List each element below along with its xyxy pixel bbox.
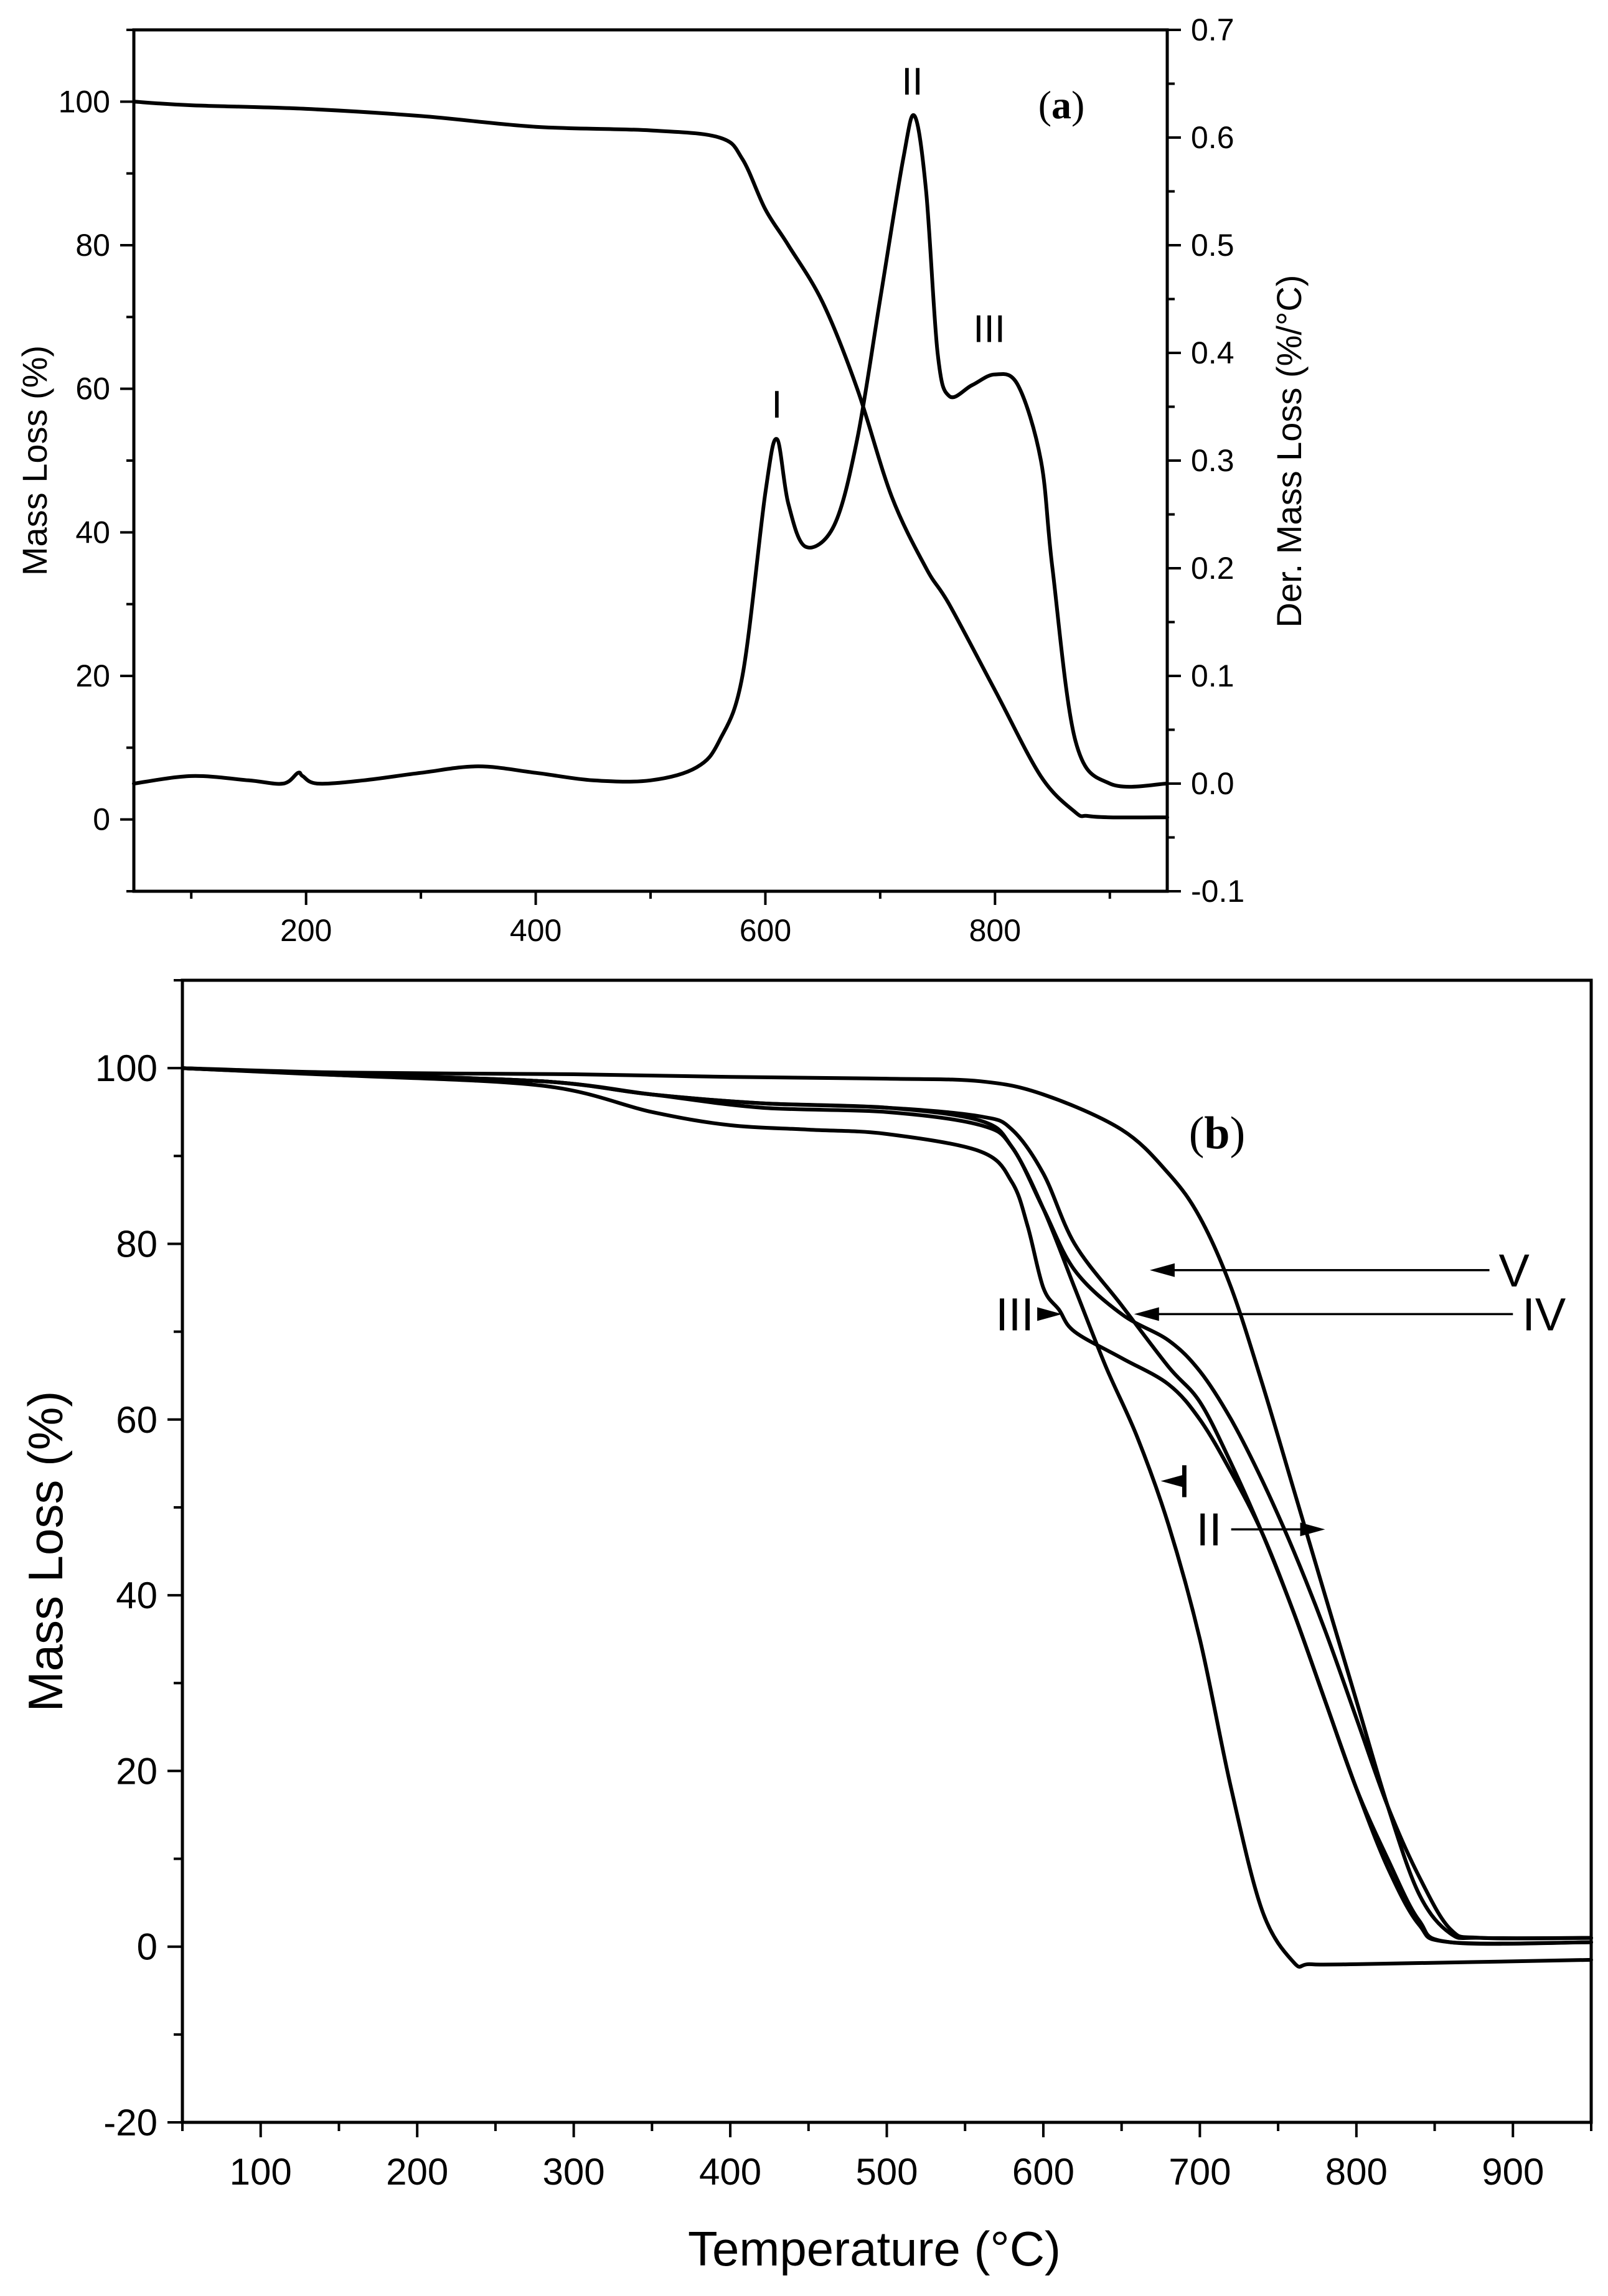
series-callout-II: II xyxy=(1197,1504,1222,1555)
x-tick-label: 500 xyxy=(855,2151,918,2193)
callout-arrow-head xyxy=(1149,1263,1175,1277)
callout-arrow-head xyxy=(1037,1307,1063,1321)
x-tick-label: 900 xyxy=(1482,2151,1544,2193)
x-tick-label: 200 xyxy=(280,913,332,948)
y-tick-label: 100 xyxy=(95,1047,158,1089)
y-axis-title: Mass Loss (%) xyxy=(18,1391,73,1712)
y-tick-label: -20 xyxy=(103,2102,158,2144)
series-line-v xyxy=(181,1066,1593,1941)
callout-arrow-head xyxy=(1134,1307,1159,1321)
series-callout-V: V xyxy=(1499,1245,1530,1296)
series-line-i xyxy=(181,1066,1593,1969)
x-tick-label: 300 xyxy=(543,2151,605,2193)
y2-axis-title: Der. Mass Loss (%/°C) xyxy=(1269,275,1309,628)
series-line-ii xyxy=(181,1066,1593,1946)
y2-tick-label: 0.1 xyxy=(1191,658,1234,693)
y2-tick-label: 0.0 xyxy=(1191,766,1234,801)
callout-arrow-head xyxy=(1300,1522,1325,1537)
peak-label-III: III xyxy=(973,308,1005,351)
series-line-mass-loss xyxy=(132,100,1169,820)
y-tick-label: 40 xyxy=(75,515,110,550)
y2-tick-label: 0.5 xyxy=(1191,228,1234,263)
x-tick-label: 800 xyxy=(1325,2151,1388,2193)
peak-label-II: II xyxy=(901,60,923,103)
series-line-iii xyxy=(181,1066,1593,1946)
y2-tick-label: 0.4 xyxy=(1191,335,1234,370)
plot-frame xyxy=(132,28,1169,893)
callout-arrow-head xyxy=(1160,1474,1186,1488)
y-axis-title: Mass Loss (%) xyxy=(15,345,54,576)
x-tick-label: 400 xyxy=(699,2151,761,2193)
series-callout-IV: IV xyxy=(1522,1288,1566,1340)
panel-a-chart: 200 400 600 800 0 20 40 60 80 100 -0.1 0.0 0.1 0.2 0.3… xyxy=(15,12,1309,948)
panel-label: (b) xyxy=(1189,1108,1245,1159)
x-tick-label: 800 xyxy=(969,913,1021,948)
y-tick-label: 60 xyxy=(75,372,110,406)
x-tick-label: 100 xyxy=(230,2151,292,2193)
x-tick-label: 700 xyxy=(1168,2151,1231,2193)
series-callout-III: III xyxy=(995,1288,1034,1340)
y-tick-label: 20 xyxy=(75,658,110,693)
y-tick-label: 80 xyxy=(75,228,110,263)
series-line-der-mass-loss xyxy=(132,113,1169,789)
series-line-iv xyxy=(181,1066,1593,1941)
y2-tick-label: 0.3 xyxy=(1191,443,1234,478)
x-tick-label: 200 xyxy=(386,2151,448,2193)
x-tick-label: 400 xyxy=(510,913,562,948)
peak-label-I: I xyxy=(771,383,782,426)
y2-tick-label: 0.7 xyxy=(1191,12,1234,47)
x-tick-label: 600 xyxy=(1012,2151,1074,2193)
y-tick-label: 0 xyxy=(137,1926,158,1968)
y-tick-label: 80 xyxy=(116,1223,158,1265)
y-tick-label: 0 xyxy=(93,802,110,837)
y2-tick-label: 0.6 xyxy=(1191,120,1234,155)
y-tick-label: 100 xyxy=(59,84,110,119)
y2-tick-label: -0.1 xyxy=(1191,874,1244,909)
plot-frame xyxy=(181,978,1593,2124)
panel-b-chart: 100 200 300 400 500 600 700 800 900 -20 0 20 40 60 80 1… xyxy=(18,978,1593,2276)
x-axis-title: Temperature (°C) xyxy=(688,2221,1061,2276)
panel-label: (a) xyxy=(1038,83,1085,127)
x-tick-label: 600 xyxy=(740,913,791,948)
y-tick-label: 60 xyxy=(116,1399,158,1441)
y2-tick-label: 0.2 xyxy=(1191,551,1234,586)
y-tick-label: 40 xyxy=(116,1575,158,1616)
y-tick-label: 20 xyxy=(116,1750,158,1792)
